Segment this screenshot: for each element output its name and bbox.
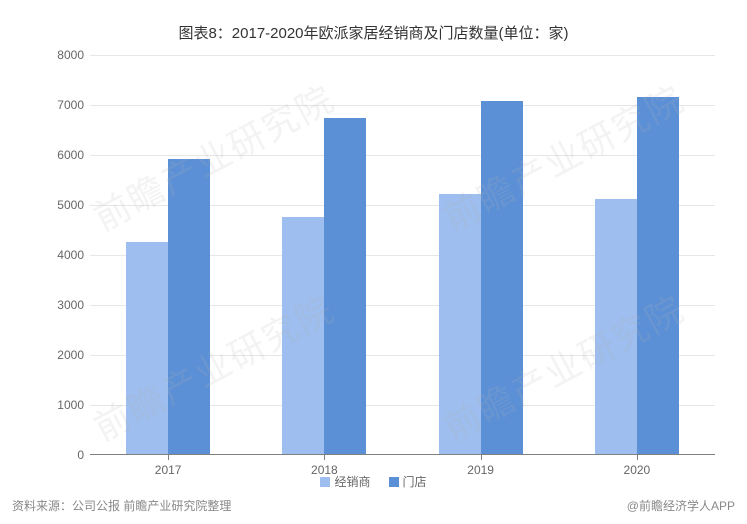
x-tick-mark <box>481 455 482 460</box>
bar-group <box>595 97 679 455</box>
y-tick-label: 6000 <box>57 148 84 162</box>
x-tick-mark <box>637 455 638 460</box>
y-tick-label: 7000 <box>57 98 84 112</box>
y-tick-label: 3000 <box>57 298 84 312</box>
bar-经销商 <box>595 199 637 454</box>
bar-门店 <box>637 97 679 455</box>
legend-swatch <box>389 477 399 487</box>
y-tick-label: 1000 <box>57 398 84 412</box>
x-tick-mark <box>168 455 169 460</box>
bar-门店 <box>168 159 210 454</box>
y-tick-label: 0 <box>77 448 84 462</box>
bar-经销商 <box>126 242 168 455</box>
legend-item: 门店 <box>389 473 427 490</box>
chart-title: 图表8：2017-2020年欧派家居经销商及门店数量(单位：家) <box>0 0 747 43</box>
legend-swatch <box>320 477 330 487</box>
y-tick-label: 5000 <box>57 198 84 212</box>
plot-area: 2017201820192020 <box>90 55 715 455</box>
legend: 经销商 门店 <box>0 473 747 490</box>
bar-门店 <box>324 118 366 454</box>
y-tick-label: 4000 <box>57 248 84 262</box>
y-tick-label: 8000 <box>57 48 84 62</box>
x-tick-mark <box>324 455 325 460</box>
legend-label: 经销商 <box>334 473 370 490</box>
bar-group <box>439 101 523 454</box>
bar-门店 <box>481 101 523 454</box>
footer: 资料来源：公司公报 前瞻产业研究院整理 @前瞻经济学人APP <box>12 497 735 514</box>
gridline <box>90 55 715 56</box>
legend-item: 经销商 <box>320 473 370 490</box>
bar-group <box>282 118 366 454</box>
bar-经销商 <box>282 217 324 455</box>
chart-area: 010002000300040005000600070008000 201720… <box>50 55 715 455</box>
source-text: 资料来源：公司公报 前瞻产业研究院整理 <box>12 497 231 514</box>
bar-group <box>126 159 210 454</box>
y-axis: 010002000300040005000600070008000 <box>50 55 90 455</box>
y-tick-label: 2000 <box>57 348 84 362</box>
credit-text: @前瞻经济学人APP <box>627 497 735 514</box>
legend-label: 门店 <box>403 473 427 490</box>
bar-经销商 <box>439 194 481 454</box>
